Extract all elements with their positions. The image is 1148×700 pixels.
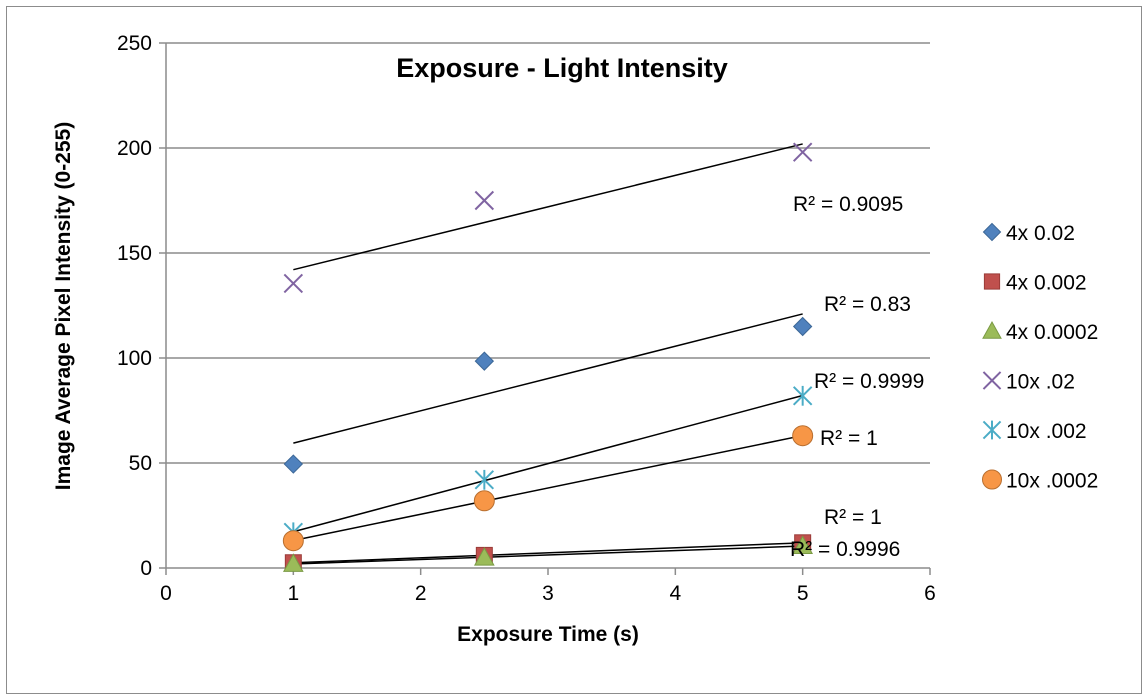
legend-marker: [983, 273, 1001, 290]
legend-marker-stroke: [982, 371, 1002, 390]
data-point: [473, 490, 495, 512]
legend-label: 10x .002: [1006, 420, 1087, 443]
data-point: [474, 190, 495, 211]
data-point: [792, 385, 813, 406]
data-point: [474, 469, 495, 490]
x-axis-title: Exposure Time (s): [457, 623, 639, 646]
y-tick-label: 0: [140, 557, 152, 580]
trendline-1: [293, 313, 803, 444]
r2-label-4: R² = 0.9095: [793, 193, 903, 216]
x-tick-label: 6: [924, 582, 936, 605]
x-tick-label: 3: [542, 582, 554, 605]
x-tick-label: 2: [415, 582, 427, 605]
data-point-stroke: [792, 142, 813, 162]
r2-label-1: R² = 0.83: [824, 293, 911, 316]
r2-labels: R² = 0.83 R² = 1 R² = 0.9996 R² = 0.9095 R² …: [790, 193, 924, 561]
x-tick-label: 1: [287, 582, 299, 605]
data-point: [792, 316, 813, 337]
legend-label: 10x .02: [1006, 371, 1075, 394]
trendline-2: [293, 542, 803, 564]
r2-label-2: R² = 1: [824, 506, 882, 529]
trendline-6: [293, 434, 803, 542]
y-tick-label: 100: [117, 347, 152, 370]
data-point-stroke: [283, 273, 304, 294]
x-tick-label: 4: [669, 582, 681, 605]
y-tick-label: 200: [117, 137, 152, 160]
legend-label: 10x .0002: [1006, 470, 1098, 493]
gridlines: [166, 42, 930, 464]
y-tick-label: 50: [129, 452, 152, 475]
x-tick-label: 5: [797, 582, 809, 605]
legend-marker: [982, 420, 1002, 440]
data-point: [282, 553, 304, 572]
data-point: [474, 351, 495, 371]
legend-label: 4x 0.0002: [1006, 321, 1098, 344]
legend-marker: [982, 371, 1002, 390]
y-axis-title: Image Average Pixel Intensity (0-255): [52, 122, 75, 490]
data-point-stroke: [474, 190, 495, 211]
data-points: [282, 142, 814, 572]
data-point: [283, 454, 304, 474]
data-point: [473, 546, 495, 566]
data-point: [792, 142, 813, 162]
legend-label: 4x 0.002: [1006, 272, 1087, 295]
legend-marker: [982, 320, 1002, 339]
data-point: [283, 273, 304, 294]
y-tick-label: 150: [117, 242, 152, 265]
legend-marker: [982, 222, 1002, 242]
r2-label-6: R² = 1: [820, 427, 878, 450]
trendline-5: [293, 394, 803, 533]
chart-border: [6, 6, 1142, 694]
trendline-3: [293, 545, 803, 565]
legend-marker: [982, 469, 1002, 490]
data-point: [792, 425, 814, 447]
r2-label-3: R² = 0.9996: [790, 538, 900, 561]
data-point: [282, 530, 304, 552]
legend-label: 4x 0.02: [1006, 222, 1075, 245]
x-tick-label: 0: [160, 582, 172, 605]
y-tick-label: 250: [117, 32, 152, 55]
trendlines: [293, 143, 803, 565]
legend: 4x 0.02 4x 0.002 4x 0.0002 10x .02 10x .002 1…: [982, 222, 1098, 493]
data-point: [792, 535, 814, 555]
axes: 0 50 100 150 200 250 0 1 2 3 4 5 6: [117, 32, 936, 605]
trendline-4: [293, 143, 803, 271]
r2-label-5: R² = 0.9999: [814, 370, 924, 393]
chart-title: Exposure - Light Intensity: [396, 53, 728, 83]
